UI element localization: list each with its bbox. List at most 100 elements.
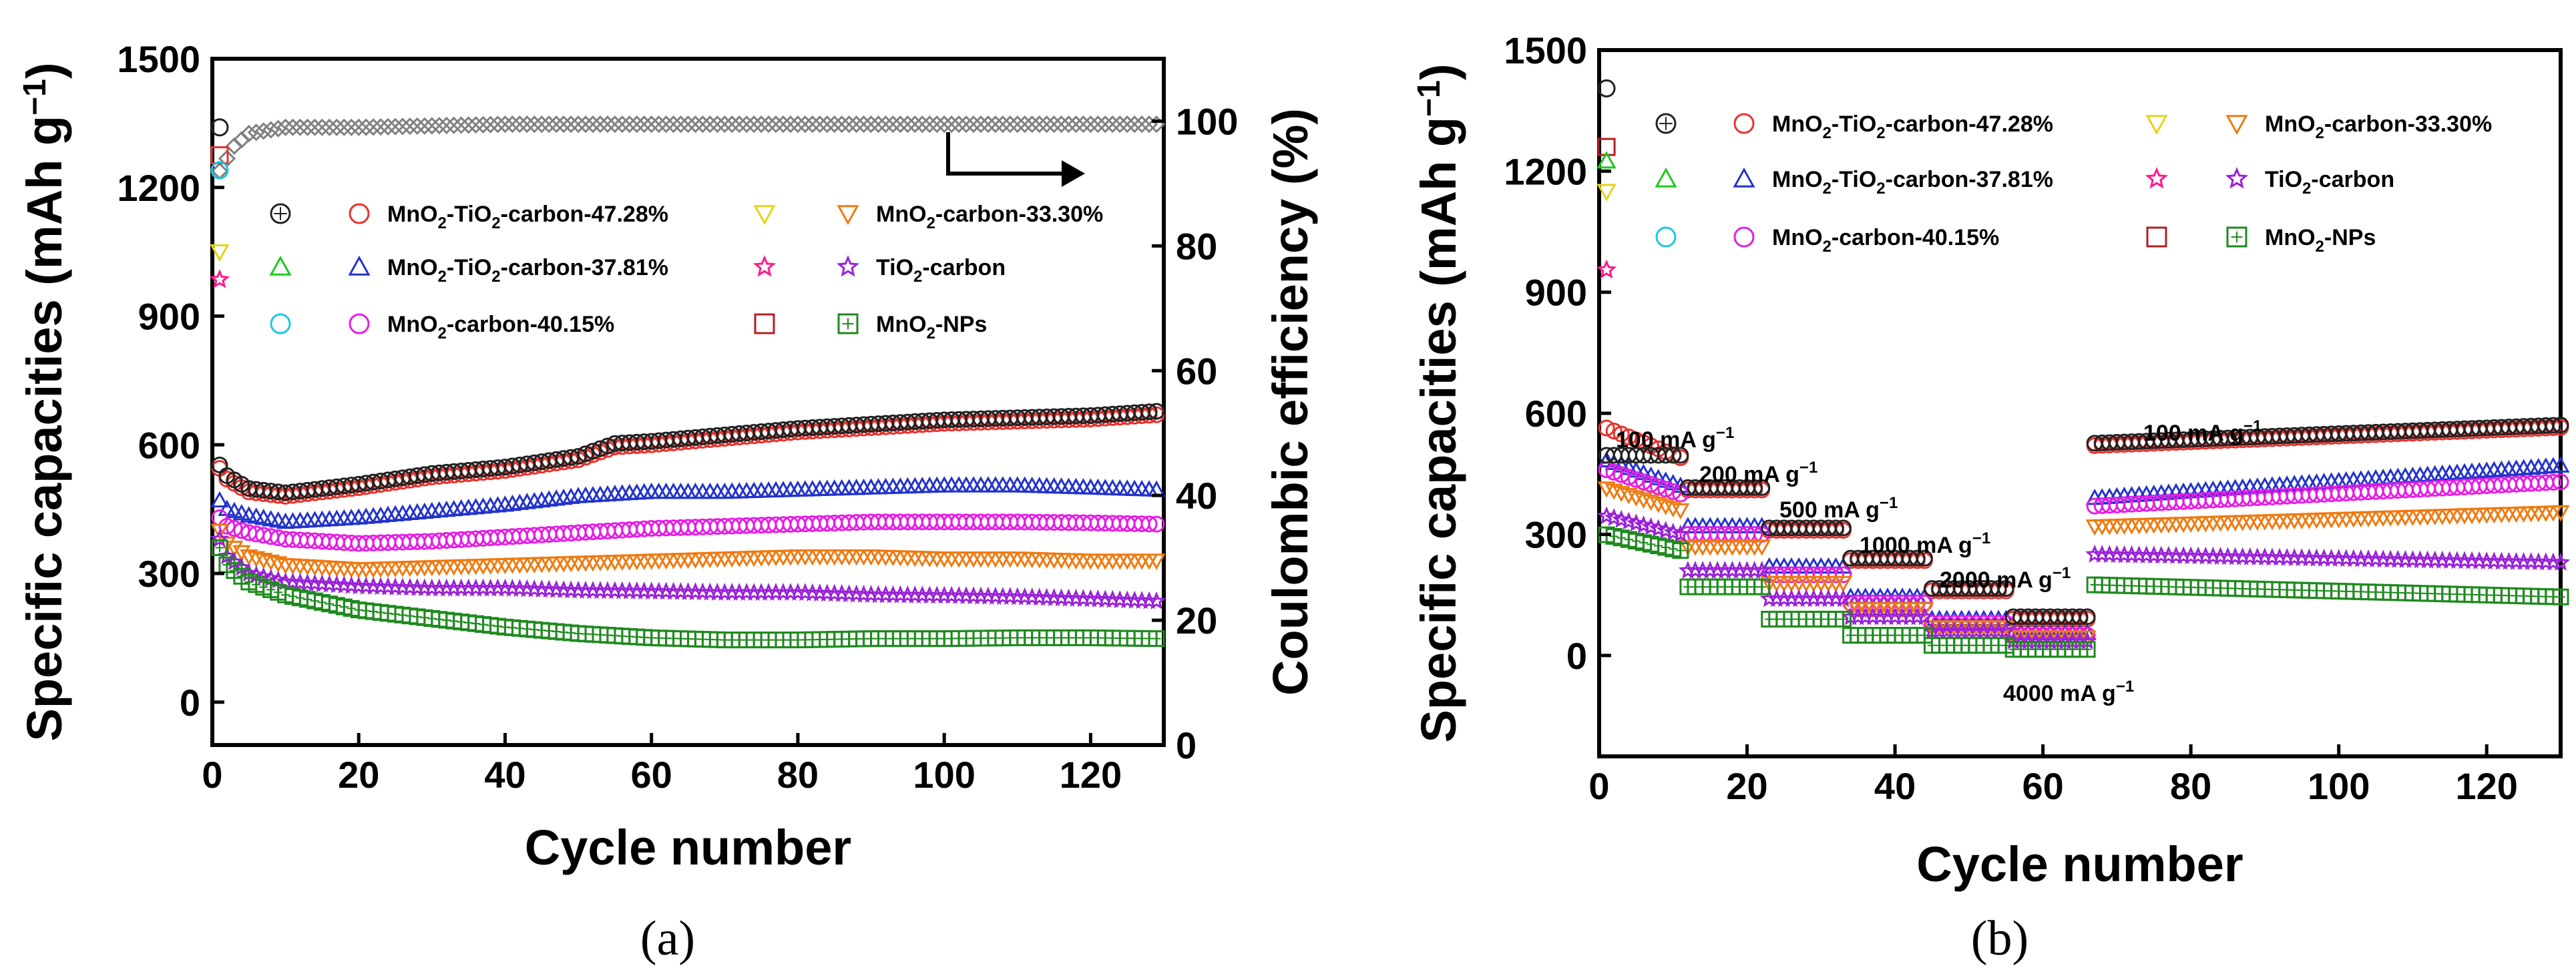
y-axis-title-b: Specific capacities (mAh g−1) bbox=[1411, 63, 1466, 742]
data-point bbox=[503, 115, 521, 134]
data-point bbox=[226, 520, 243, 537]
initial-point bbox=[1597, 79, 1616, 97]
legend-marker bbox=[2226, 226, 2247, 248]
y2-axis-title-a: Coulombic efficiency (%) bbox=[1263, 108, 1318, 696]
data-point bbox=[767, 115, 785, 134]
data-point bbox=[1835, 519, 1852, 537]
data-point bbox=[1096, 115, 1114, 134]
data-point bbox=[496, 115, 514, 134]
x-tick-label-b: 120 bbox=[2456, 765, 2518, 807]
legend-marker bbox=[270, 203, 291, 224]
y2-tick-label-a: 60 bbox=[1176, 350, 1217, 392]
legend-label: MnO2-carbon-40.15% bbox=[1772, 225, 1999, 256]
data-point bbox=[2552, 473, 2569, 491]
data-point bbox=[1671, 524, 1691, 543]
data-point bbox=[489, 115, 507, 134]
data-point bbox=[979, 115, 998, 134]
data-point bbox=[1008, 115, 1026, 134]
data-point bbox=[1827, 519, 1844, 537]
legend-marker bbox=[1733, 226, 1755, 248]
data-point bbox=[650, 115, 668, 134]
data-point bbox=[467, 115, 485, 134]
data-point bbox=[847, 115, 865, 134]
data-point bbox=[540, 115, 558, 134]
data-point bbox=[1126, 115, 1144, 134]
data-point bbox=[1990, 579, 2007, 597]
data-point bbox=[1052, 115, 1070, 134]
data-point bbox=[1908, 549, 1926, 567]
data-point bbox=[1767, 575, 1786, 593]
y-tick-label-b: 600 bbox=[1525, 393, 1587, 435]
data-point bbox=[291, 118, 309, 136]
data-point bbox=[1672, 542, 1689, 559]
data-point bbox=[730, 115, 748, 134]
y-tick-label-a: 0 bbox=[180, 682, 200, 724]
data-point bbox=[1657, 499, 1675, 515]
data-point bbox=[1657, 481, 1675, 498]
data-point bbox=[1797, 575, 1815, 593]
data-point bbox=[928, 115, 946, 134]
data-point bbox=[855, 115, 873, 134]
series-a-diamond bbox=[210, 115, 1166, 180]
legend-b: MnO2-TiO2-carbon-47.28% MnO2-carbon-33.30… bbox=[1655, 111, 2492, 256]
data-point bbox=[1146, 591, 1166, 609]
y2-tick-label-a: 40 bbox=[1176, 475, 1217, 517]
x-tick-label-a: 120 bbox=[1060, 754, 1122, 796]
data-point bbox=[694, 115, 712, 134]
initial-point bbox=[210, 161, 229, 180]
data-point bbox=[1635, 473, 1652, 491]
data-point bbox=[1834, 589, 1853, 607]
data-point bbox=[218, 517, 236, 535]
rate-label: 100 mA g−1 bbox=[1616, 424, 1734, 453]
data-point bbox=[774, 115, 793, 134]
y2-tick-label-a: 100 bbox=[1176, 100, 1238, 142]
data-point bbox=[328, 118, 346, 136]
data-point bbox=[1605, 423, 1623, 440]
data-point bbox=[306, 118, 324, 136]
plot-frame-b bbox=[1597, 48, 2563, 758]
data-point bbox=[225, 501, 244, 519]
data-point bbox=[759, 115, 778, 134]
data-point bbox=[745, 115, 763, 134]
data-point bbox=[2552, 417, 2569, 434]
data-point bbox=[1613, 425, 1630, 443]
data-point bbox=[269, 119, 287, 138]
data-point bbox=[401, 117, 419, 136]
legend-marker bbox=[2225, 115, 2248, 136]
data-point bbox=[679, 115, 697, 134]
data-point bbox=[1598, 419, 1615, 437]
legend-marker bbox=[753, 255, 777, 277]
panel-a: 0 20 40 60 80 100 1200300600900120015000204060… bbox=[17, 38, 1318, 875]
data-point bbox=[210, 523, 229, 540]
data-point bbox=[1753, 578, 1771, 595]
data-point bbox=[437, 116, 455, 135]
y-tick-label-a: 600 bbox=[138, 424, 200, 466]
series-a-black bbox=[211, 403, 1165, 501]
data-point bbox=[789, 115, 807, 134]
legend-marker bbox=[837, 205, 859, 226]
series-a-triangle-up bbox=[210, 476, 1166, 529]
y-tick-label-b: 1200 bbox=[1504, 150, 1587, 192]
data-point bbox=[796, 115, 815, 134]
data-point bbox=[2552, 588, 2569, 605]
initial-point bbox=[210, 118, 229, 137]
data-point bbox=[430, 117, 448, 135]
plot-frame-a bbox=[210, 57, 1166, 747]
data-point bbox=[949, 115, 968, 134]
data-point bbox=[298, 118, 316, 136]
data-point bbox=[210, 529, 230, 547]
rate-label: 500 mA g−1 bbox=[1779, 494, 1898, 523]
data-point bbox=[1605, 463, 1623, 481]
caption-b: (b) bbox=[1971, 911, 2028, 966]
y2-tick-label-a: 20 bbox=[1176, 599, 1217, 642]
legend-label: TiO2-carbon bbox=[2265, 167, 2394, 198]
y2-tick-label-a: 80 bbox=[1176, 225, 1217, 267]
data-point bbox=[562, 115, 580, 134]
legend-marker bbox=[2225, 167, 2249, 189]
data-point bbox=[1619, 488, 1638, 505]
series-b-black bbox=[1598, 417, 2569, 626]
data-point bbox=[1746, 479, 1763, 496]
data-point bbox=[1627, 471, 1645, 488]
